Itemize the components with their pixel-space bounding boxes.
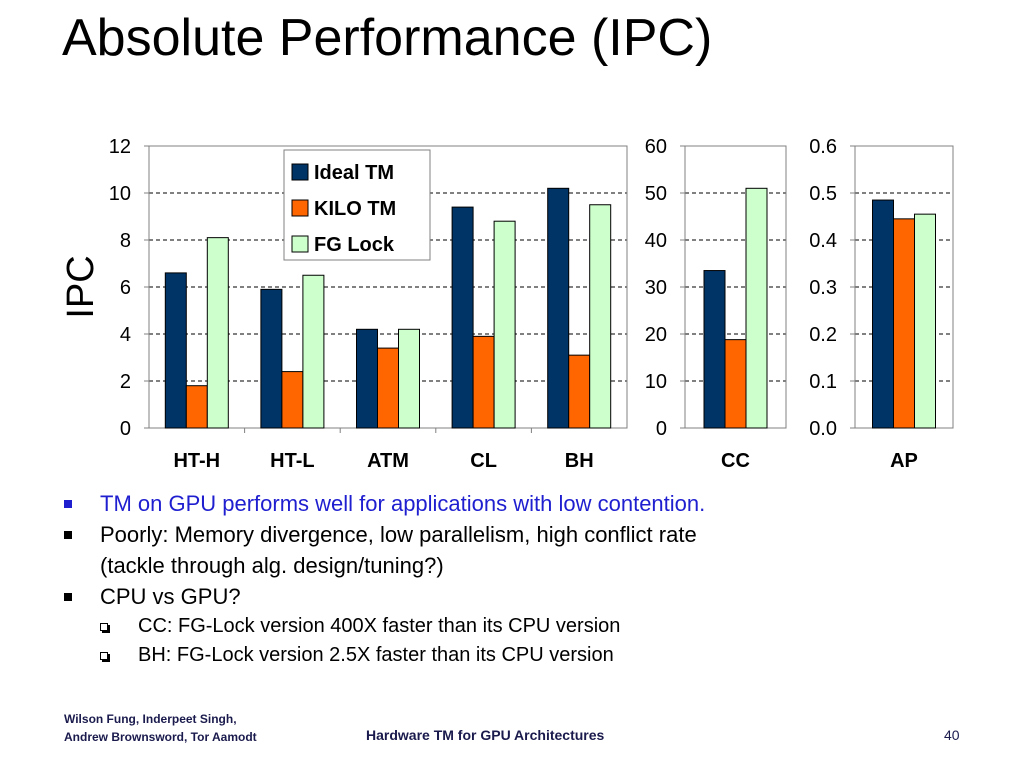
legend-swatch bbox=[291, 235, 309, 253]
bullet-item: TM on GPU performs well for applications… bbox=[60, 488, 960, 519]
y-tick-label: 0.2 bbox=[809, 324, 837, 346]
bar-ideal-tm bbox=[356, 328, 378, 429]
bar-ideal-tm bbox=[703, 270, 726, 429]
y-tick-label: 30 bbox=[645, 277, 667, 299]
bar-fg-lock bbox=[302, 274, 325, 429]
bar-fg-lock bbox=[493, 220, 516, 429]
bullet-item: Poorly: Memory divergence, low paralleli… bbox=[60, 519, 960, 581]
y-tick-label: 10 bbox=[109, 183, 131, 205]
footer-title: Hardware TM for GPU Architectures bbox=[366, 727, 605, 743]
y-tick-label: 0.3 bbox=[809, 277, 837, 299]
bar-kilo-tm bbox=[377, 347, 399, 429]
footer-authors-line1: Wilson Fung, Inderpeet Singh, bbox=[64, 712, 237, 726]
y-tick-label: 0.6 bbox=[809, 136, 837, 158]
legend-label: Ideal TM bbox=[314, 162, 394, 184]
y-tick-label: 10 bbox=[645, 371, 667, 393]
bullet-text: TM on GPU performs well for applications… bbox=[100, 491, 706, 516]
bar-kilo-tm bbox=[281, 371, 304, 429]
x-category-label: CL bbox=[470, 450, 497, 472]
y-tick-label: 0.5 bbox=[809, 183, 837, 205]
legend-label: FG Lock bbox=[314, 234, 395, 256]
bar-kilo-tm bbox=[185, 385, 208, 429]
y-tick-label: 0.0 bbox=[809, 418, 837, 440]
ipc-bar-charts: 0 2 4 6 8 10 12 HT-H HT-L ATM CL BH IPC Ideal TM KILO … bbox=[60, 136, 954, 472]
sub-bullet-item: CC: FG-Lock version 400X faster than its… bbox=[60, 612, 960, 641]
footer-authors-line2: Andrew Brownsword, Tor Aamodt bbox=[64, 730, 257, 744]
bar-ideal-tm bbox=[164, 272, 187, 429]
x-category-label: AP bbox=[890, 450, 918, 472]
y-axis-label: IPC bbox=[60, 255, 102, 318]
slide-title: Absolute Performance (IPC) bbox=[62, 9, 713, 67]
x-category-label: BH bbox=[565, 450, 594, 472]
bullet-text: Poorly: Memory divergence, low paralleli… bbox=[100, 522, 697, 547]
y-tick-label: 6 bbox=[120, 277, 131, 299]
legend-swatch bbox=[291, 163, 309, 181]
y-tick-label: 50 bbox=[645, 183, 667, 205]
bullet-list: TM on GPU performs well for applications… bbox=[60, 488, 960, 670]
bar-fg-lock bbox=[398, 328, 420, 429]
sub-bullet-text: CC: FG-Lock version 400X faster than its… bbox=[138, 615, 621, 637]
bar-ideal-tm bbox=[260, 288, 283, 429]
bar-kilo-tm bbox=[472, 335, 495, 429]
bar-kilo-tm bbox=[568, 354, 591, 429]
y-tick-label: 4 bbox=[120, 324, 131, 346]
bullet-square-icon bbox=[64, 531, 72, 539]
y-tick-label: 40 bbox=[645, 230, 667, 252]
hollow-square-bullet-icon bbox=[100, 652, 108, 660]
sub-bullet-item: BH: FG-Lock version 2.5X faster than its… bbox=[60, 641, 960, 670]
x-category-label: CC bbox=[721, 450, 750, 472]
y-tick-label: 0.4 bbox=[809, 230, 837, 252]
legend-label: KILO TM bbox=[314, 198, 396, 220]
bar-fg-lock bbox=[914, 213, 936, 429]
y-tick-label: 2 bbox=[120, 371, 131, 393]
hollow-square-bullet-icon bbox=[100, 623, 108, 631]
y-tick-label: 20 bbox=[645, 324, 667, 346]
bar-fg-lock bbox=[745, 187, 768, 429]
bullet-text: CPU vs GPU? bbox=[100, 584, 241, 609]
y-tick-label: 0 bbox=[120, 418, 131, 440]
legend-swatch bbox=[291, 199, 309, 217]
x-category-label: HT-H bbox=[173, 450, 220, 472]
bar-ideal-tm bbox=[451, 206, 474, 429]
y-tick-label: 8 bbox=[120, 230, 131, 252]
bar-kilo-tm bbox=[893, 218, 915, 429]
y-tick-label: 60 bbox=[645, 136, 667, 158]
sub-bullet-text: BH: FG-Lock version 2.5X faster than its… bbox=[138, 644, 614, 666]
bar-ideal-tm bbox=[872, 199, 894, 429]
bar-kilo-tm bbox=[724, 339, 747, 429]
bullet-item: CPU vs GPU? bbox=[60, 581, 960, 612]
y-tick-label: 0 bbox=[656, 418, 667, 440]
y-tick-label: 12 bbox=[109, 136, 131, 158]
bar-fg-lock bbox=[589, 204, 612, 429]
footer-authors: Wilson Fung, Inderpeet Singh, Andrew Bro… bbox=[64, 710, 257, 746]
bar-ideal-tm bbox=[547, 187, 570, 429]
bullet-text-continued: (tackle through alg. design/tuning?) bbox=[100, 553, 444, 578]
page-number: 40 bbox=[944, 727, 960, 743]
bar-fg-lock bbox=[206, 237, 229, 429]
x-category-label: ATM bbox=[367, 450, 409, 472]
x-category-label: HT-L bbox=[270, 450, 314, 472]
bullet-square-icon bbox=[64, 593, 72, 601]
bullet-square-icon bbox=[64, 500, 72, 508]
y-tick-label: 0.1 bbox=[809, 371, 837, 393]
